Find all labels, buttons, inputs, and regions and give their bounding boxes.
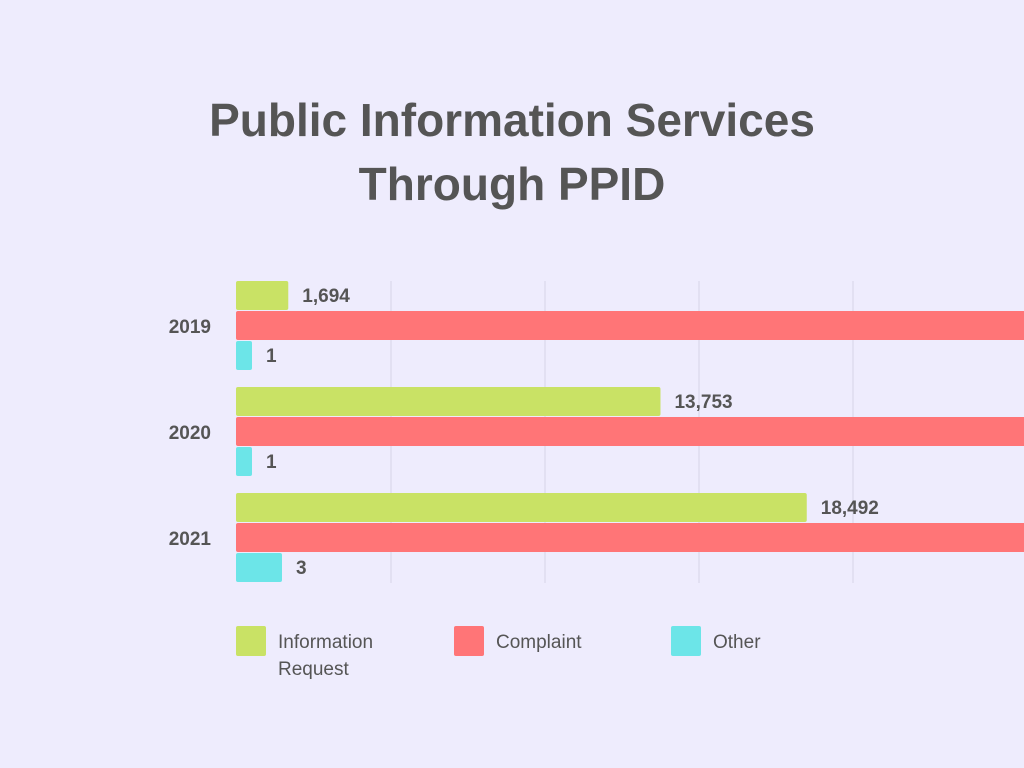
legend-label-information-request: Information Request <box>278 629 373 683</box>
bar-other-2020 <box>236 447 252 476</box>
legend-label-information-request-line-1: Information <box>278 632 374 653</box>
category-label-2021: 2021 <box>169 529 212 550</box>
bar-other-2019 <box>236 341 252 370</box>
category-label-2020: 2020 <box>169 423 211 444</box>
bar-complaint-2021 <box>236 523 1024 552</box>
data-label-other-2020: 1 <box>266 452 277 473</box>
category-label-2019: 2019 <box>169 317 211 338</box>
data-label-information-request-2020: 13,753 <box>674 392 732 413</box>
data-label-information-request-2019: 1,694 <box>302 286 350 307</box>
data-label-other-2019: 1 <box>266 346 277 367</box>
chart-title: Public Information Services Through PPID <box>0 88 1024 216</box>
bar-complaint-2020 <box>236 417 1024 446</box>
legend-swatch-information-request <box>236 626 266 656</box>
chart-title-line-1: Public Information Services <box>209 94 815 146</box>
legend-label-other: Other <box>713 632 761 653</box>
legend-item-complaint: Complaint <box>454 626 582 656</box>
bar-information-request-2020 <box>236 387 661 416</box>
bar-information-request-2021 <box>236 493 807 522</box>
data-label-other-2021: 3 <box>296 558 307 579</box>
bar-information-request-2019 <box>236 281 289 310</box>
data-label-information-request-2021: 18,492 <box>821 498 879 519</box>
bar-complaint-2019 <box>236 311 1024 340</box>
legend-item-information-request: Information Request <box>236 626 373 683</box>
bar-other-2021 <box>236 553 282 582</box>
legend-swatch-complaint <box>454 626 484 656</box>
chart-title-line-2: Through PPID <box>358 158 666 210</box>
legend-swatch-other <box>671 626 701 656</box>
legend-label-complaint: Complaint <box>496 632 582 653</box>
legend-item-other: Other <box>671 626 761 656</box>
legend-label-information-request-line-2: Request <box>278 659 349 680</box>
